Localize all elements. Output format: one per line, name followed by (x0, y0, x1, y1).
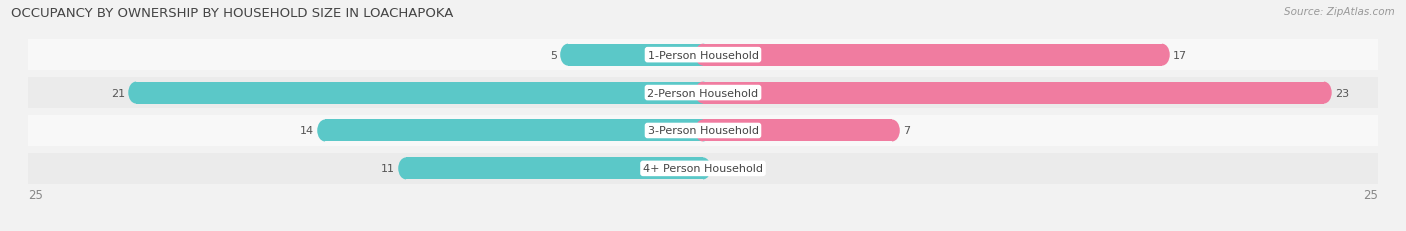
Text: 0: 0 (714, 164, 721, 174)
Text: 11: 11 (381, 164, 395, 174)
Text: 2-Person Household: 2-Person Household (647, 88, 759, 98)
Text: 14: 14 (299, 126, 315, 136)
Text: 23: 23 (1334, 88, 1348, 98)
Wedge shape (1324, 82, 1331, 104)
Wedge shape (703, 120, 711, 142)
Wedge shape (695, 82, 703, 104)
Bar (28, 116, 1378, 146)
Wedge shape (703, 44, 711, 66)
Text: OCCUPANCY BY OWNERSHIP BY HOUSEHOLD SIZE IN LOACHAPOKA: OCCUPANCY BY OWNERSHIP BY HOUSEHOLD SIZE… (11, 7, 454, 20)
Wedge shape (398, 158, 406, 180)
Bar (703, 82, 1324, 104)
Bar (28, 78, 1378, 109)
Wedge shape (695, 120, 703, 142)
Bar (406, 158, 703, 180)
Text: 5: 5 (550, 50, 557, 60)
Wedge shape (318, 120, 325, 142)
Bar (28, 153, 1378, 184)
Wedge shape (703, 158, 711, 180)
Bar (325, 120, 703, 142)
Text: 17: 17 (1173, 50, 1187, 60)
Wedge shape (703, 82, 711, 104)
Bar (28, 40, 1378, 71)
Text: Source: ZipAtlas.com: Source: ZipAtlas.com (1284, 7, 1395, 17)
Wedge shape (891, 120, 900, 142)
Text: 7: 7 (903, 126, 910, 136)
Text: 1-Person Household: 1-Person Household (648, 50, 758, 60)
Bar (703, 44, 1161, 66)
Text: 21: 21 (111, 88, 125, 98)
Bar (703, 120, 891, 142)
Bar (568, 44, 703, 66)
Wedge shape (1161, 44, 1170, 66)
Text: 25: 25 (28, 188, 44, 201)
Bar (136, 82, 703, 104)
Wedge shape (560, 44, 568, 66)
Wedge shape (128, 82, 136, 104)
Wedge shape (695, 44, 703, 66)
Text: 25: 25 (1362, 188, 1378, 201)
Text: 4+ Person Household: 4+ Person Household (643, 164, 763, 174)
Text: 3-Person Household: 3-Person Household (648, 126, 758, 136)
